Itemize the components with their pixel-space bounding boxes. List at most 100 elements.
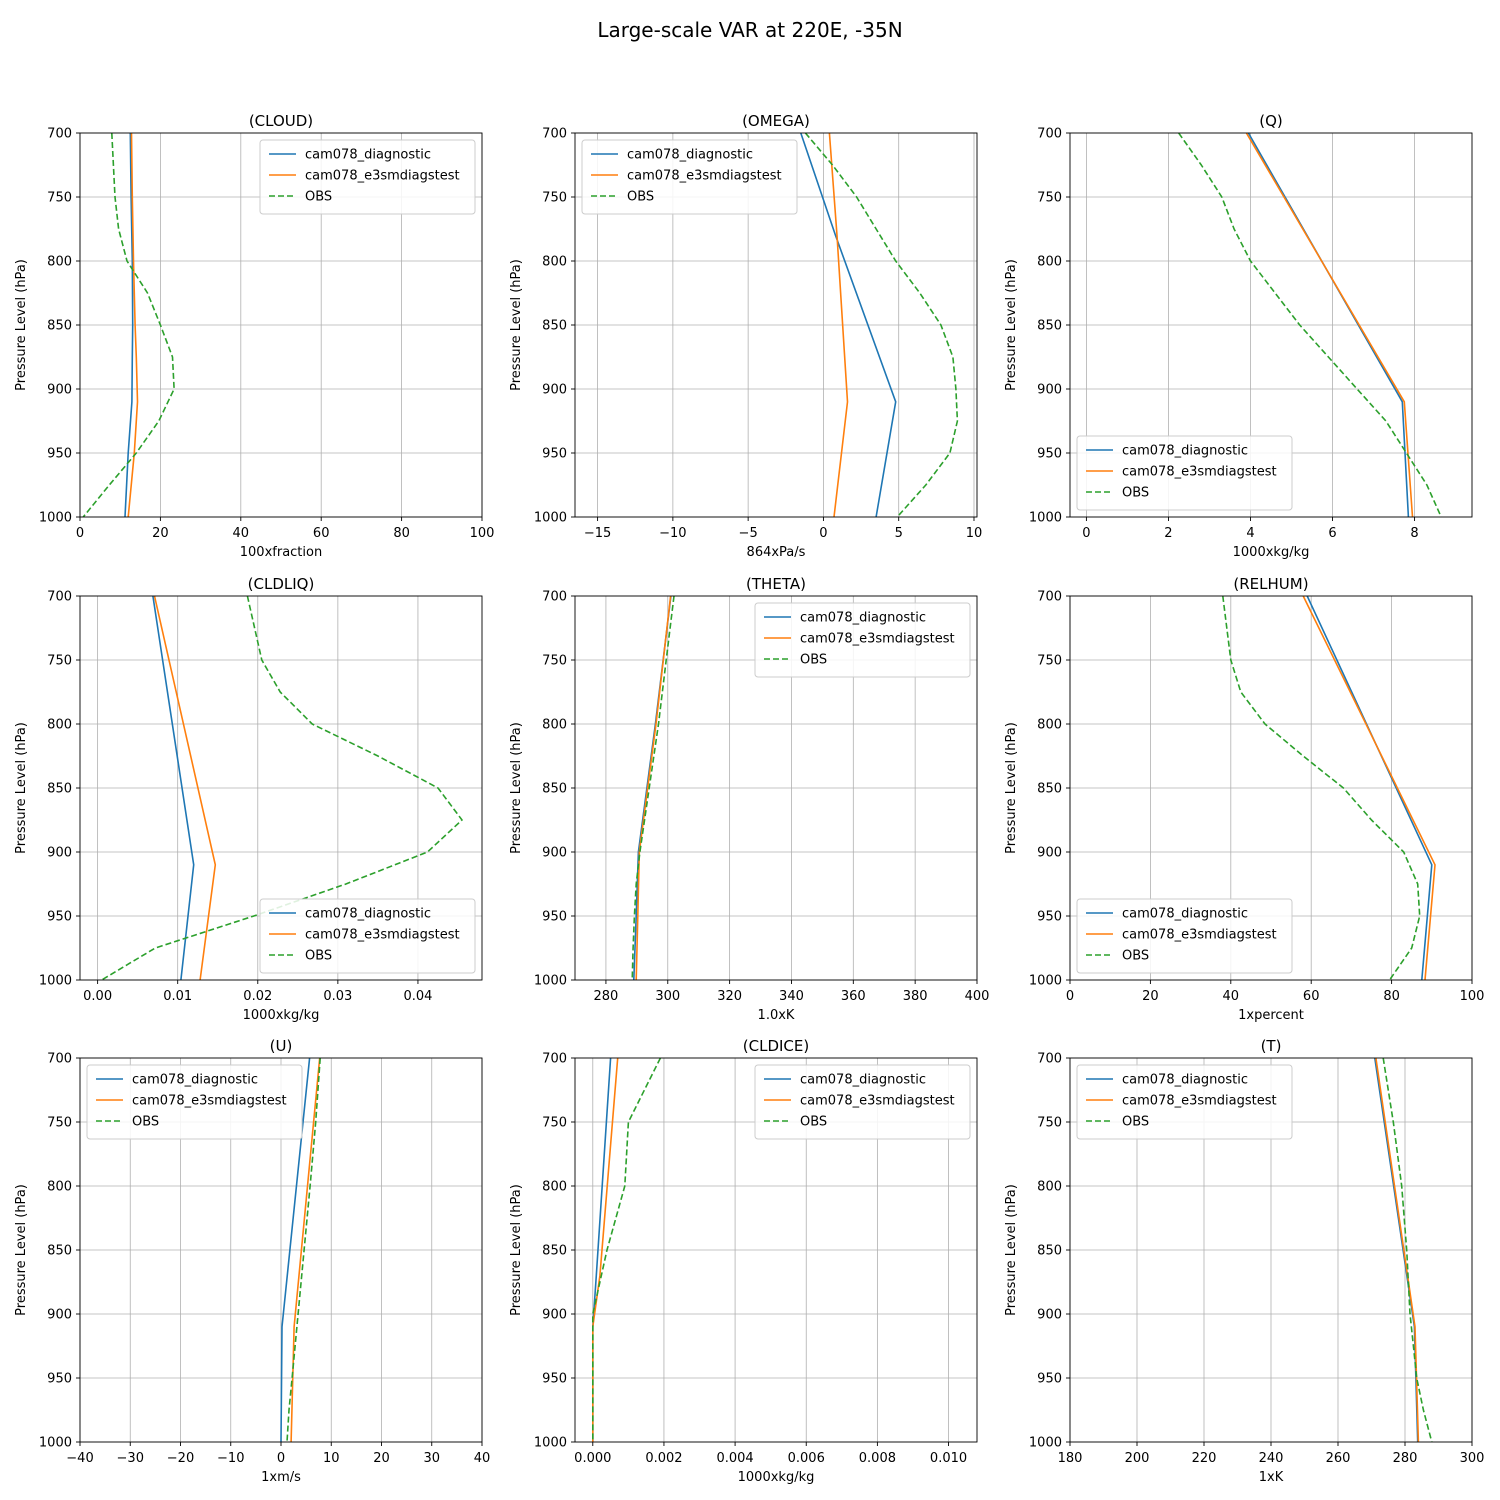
series-line-cam078_diagnostic — [152, 596, 195, 980]
series-line-cam078_e3smdiagstest — [290, 1058, 321, 1442]
x-tick-label: 60 — [1303, 989, 1320, 1004]
legend-box — [259, 139, 476, 215]
x-tick-label: 0.002 — [645, 1451, 682, 1466]
y-tick-label: 1000 — [39, 1436, 72, 1451]
panel-title: (T) — [1261, 1037, 1282, 1055]
y-tick-label: 800 — [47, 718, 72, 733]
y-axis-label: Pressure Level (hPa) — [509, 1184, 524, 1316]
panel-title: (CLDICE) — [743, 1037, 809, 1055]
x-tick-label: 0.04 — [403, 989, 432, 1004]
legend-box — [86, 1064, 303, 1140]
y-tick-label: 750 — [1037, 191, 1062, 206]
series-line-cam078_diagnostic — [124, 133, 134, 517]
x-axis-label: 1000xkg/kg — [738, 1470, 815, 1485]
x-tick-label: 260 — [1326, 1451, 1351, 1466]
y-tick-label: 1000 — [39, 974, 72, 989]
legend: cam078_diagnostic cam078_e3smdiagstest OBS — [754, 602, 971, 678]
y-tick-label: 900 — [542, 1308, 567, 1323]
panel-7: 0.000 0.002 0.004 0.006 0.008 0.010 700 750 800 8… — [509, 1037, 978, 1485]
x-tick-label: −10 — [659, 526, 686, 541]
legend-entry: OBS — [305, 190, 332, 205]
x-tick-label: 280 — [594, 989, 619, 1004]
x-tick-label: 10 — [323, 1451, 340, 1466]
y-tick-label: 850 — [47, 319, 72, 334]
figure-title: Large-scale VAR at 220E, -35N — [597, 18, 902, 42]
x-tick-label: 0.03 — [323, 989, 352, 1004]
x-tick-label: 200 — [1125, 1451, 1150, 1466]
series-line-cam078_diagnostic — [800, 133, 897, 517]
legend-box — [259, 898, 476, 974]
y-tick-label: 850 — [1037, 1244, 1062, 1259]
legend: cam078_diagnostic cam078_e3smdiagstest OBS — [1076, 435, 1293, 511]
legend-box — [1076, 435, 1293, 511]
legend-entry: cam078_diagnostic — [1122, 1073, 1248, 1088]
panel-2: 0 2 4 6 8 700 750 800 850 900 950 1000 (Q) 1000xkg/kg… — [1004, 112, 1473, 560]
y-tick-label: 1000 — [534, 1436, 567, 1451]
panel-4: 280 300 320 340 360 380 400 700 750 800 850 900 950 1… — [509, 575, 989, 1023]
series-line-OBS — [631, 596, 675, 980]
legend: cam078_diagnostic cam078_e3smdiagstest OBS — [259, 139, 476, 215]
series-line-OBS — [1382, 1058, 1433, 1442]
legend: cam078_diagnostic cam078_e3smdiagstest OBS — [581, 139, 798, 215]
legend-entry: cam078_diagnostic — [800, 611, 926, 626]
series-line-OBS — [591, 1058, 662, 1442]
series-line-cam078_e3smdiagstest — [127, 133, 139, 517]
x-tick-label: 0 — [76, 526, 84, 541]
x-tick-label: −20 — [167, 1451, 194, 1466]
y-tick-label: 800 — [47, 1180, 72, 1195]
legend-box — [754, 1064, 971, 1140]
x-tick-label: 0.006 — [788, 1451, 825, 1466]
legend-entry: cam078_e3smdiagstest — [627, 169, 782, 184]
x-tick-label: −15 — [584, 526, 611, 541]
x-tick-label: 180 — [1058, 1451, 1083, 1466]
legend-entry: cam078_e3smdiagstest — [1122, 465, 1277, 480]
legend-entry: cam078_e3smdiagstest — [132, 1094, 287, 1109]
legend-box — [754, 602, 971, 678]
y-tick-label: 950 — [542, 1372, 567, 1387]
series-line-OBS — [82, 133, 175, 517]
y-tick-label: 950 — [47, 910, 72, 925]
panel-title: (RELHUM) — [1233, 575, 1308, 593]
legend-box — [581, 139, 798, 215]
series-line-OBS — [101, 596, 463, 980]
y-tick-label: 950 — [542, 910, 567, 925]
y-tick-label: 950 — [47, 447, 72, 462]
panel-title: (CLDLIQ) — [248, 575, 315, 593]
y-tick-label: 900 — [542, 846, 567, 861]
x-tick-label: 100 — [470, 526, 495, 541]
legend-entry: cam078_e3smdiagstest — [1122, 1094, 1277, 1109]
legend-entry: cam078_diagnostic — [305, 907, 431, 922]
legend-entry: cam078_e3smdiagstest — [800, 1094, 955, 1109]
y-tick-label: 850 — [1037, 782, 1062, 797]
legend-box — [1076, 898, 1293, 974]
y-tick-label: 1000 — [1029, 974, 1062, 989]
x-tick-label: 280 — [1393, 1451, 1418, 1466]
x-tick-label: 10 — [966, 526, 983, 541]
y-tick-label: 850 — [47, 782, 72, 797]
legend-entry: OBS — [1122, 1115, 1149, 1130]
x-tick-label: 0.01 — [163, 989, 192, 1004]
x-tick-label: 300 — [1460, 1451, 1485, 1466]
x-tick-label: 0 — [1066, 989, 1074, 1004]
y-tick-label: 750 — [47, 654, 72, 669]
panel-title: (OMEGA) — [742, 112, 810, 130]
panel-title: (THETA) — [746, 575, 806, 593]
x-tick-label: 0.004 — [716, 1451, 753, 1466]
x-tick-label: 20 — [152, 526, 169, 541]
x-tick-label: 380 — [903, 989, 928, 1004]
x-tick-label: 0 — [1082, 526, 1090, 541]
y-tick-label: 700 — [1037, 127, 1062, 142]
x-axis-label: 1xm/s — [261, 1470, 301, 1485]
y-tick-label: 900 — [542, 383, 567, 398]
series-line-OBS — [1178, 133, 1442, 517]
legend-entry: cam078_e3smdiagstest — [305, 928, 460, 943]
series-line-cam078_e3smdiagstest — [828, 133, 849, 517]
legend-entry: cam078_diagnostic — [1122, 907, 1248, 922]
x-axis-label: 1xpercent — [1238, 1008, 1304, 1023]
y-tick-label: 900 — [1037, 1308, 1062, 1323]
y-tick-label: 900 — [1037, 383, 1062, 398]
y-tick-label: 750 — [542, 191, 567, 206]
panel-title: (Q) — [1259, 112, 1283, 130]
series-line-OBS — [1222, 596, 1421, 980]
